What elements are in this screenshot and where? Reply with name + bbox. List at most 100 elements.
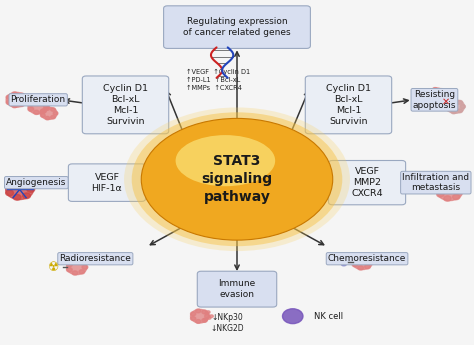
Circle shape (28, 99, 48, 114)
Circle shape (358, 266, 364, 270)
Circle shape (23, 180, 30, 186)
Circle shape (453, 183, 460, 188)
Circle shape (191, 317, 196, 321)
Circle shape (6, 183, 13, 189)
Circle shape (352, 257, 358, 262)
Circle shape (66, 263, 72, 267)
Circle shape (352, 263, 358, 267)
Text: Cyclin D1
Bcl-xL
Mcl-1
Survivin: Cyclin D1 Bcl-xL Mcl-1 Survivin (326, 84, 371, 126)
Circle shape (451, 110, 456, 114)
Circle shape (456, 188, 464, 194)
Circle shape (202, 310, 207, 314)
Circle shape (40, 109, 46, 113)
Circle shape (444, 196, 451, 201)
Circle shape (72, 271, 78, 275)
Circle shape (6, 92, 27, 107)
Ellipse shape (124, 107, 350, 251)
Circle shape (51, 116, 55, 119)
Circle shape (72, 259, 78, 264)
Circle shape (207, 316, 211, 319)
Circle shape (13, 195, 21, 200)
Circle shape (446, 107, 451, 111)
Text: Angiogenesis: Angiogenesis (6, 178, 66, 187)
Circle shape (352, 255, 373, 269)
Ellipse shape (132, 112, 342, 246)
Circle shape (446, 102, 451, 106)
Circle shape (210, 315, 213, 317)
Circle shape (365, 265, 370, 269)
Circle shape (82, 265, 88, 269)
Ellipse shape (141, 118, 333, 240)
Circle shape (202, 318, 207, 322)
Text: VEGF
HIF-1α: VEGF HIF-1α (91, 172, 122, 193)
Text: ✕: ✕ (442, 97, 450, 107)
Circle shape (40, 107, 57, 119)
Circle shape (6, 190, 13, 196)
Circle shape (66, 260, 87, 275)
Text: VEGF
MMP2
CXCR4: VEGF MMP2 CXCR4 (351, 167, 383, 198)
Circle shape (12, 92, 18, 96)
Circle shape (34, 99, 39, 103)
Circle shape (191, 309, 209, 323)
Text: Immune
evasion: Immune evasion (219, 279, 255, 299)
Text: Chemoresistance: Chemoresistance (328, 254, 406, 263)
Circle shape (45, 116, 50, 120)
Circle shape (365, 255, 370, 259)
Circle shape (343, 257, 349, 261)
Circle shape (437, 181, 463, 200)
Circle shape (23, 193, 30, 199)
Ellipse shape (175, 135, 275, 186)
Text: Resisting
apoptosis: Resisting apoptosis (413, 90, 456, 109)
Circle shape (28, 107, 34, 111)
Circle shape (439, 97, 444, 101)
Circle shape (44, 105, 49, 109)
Circle shape (18, 102, 24, 107)
Text: ☢: ☢ (48, 261, 59, 274)
Text: ↑VEGF  ↑Cyclin D1
↑PD-L1  ↑Bcl-xL
↑MMPs  ↑CXCR4: ↑VEGF ↑Cyclin D1 ↑PD-L1 ↑Bcl-xL ↑MMPs ↑C… (186, 68, 250, 91)
Circle shape (40, 100, 46, 104)
Circle shape (444, 181, 451, 186)
Circle shape (451, 99, 456, 103)
FancyBboxPatch shape (305, 76, 392, 134)
Circle shape (40, 109, 45, 113)
Circle shape (27, 187, 35, 192)
Circle shape (191, 312, 196, 316)
Circle shape (428, 95, 433, 99)
Circle shape (51, 108, 55, 111)
Text: Cyclin D1
Bcl-xL
Mcl-1
Survivin: Cyclin D1 Bcl-xL Mcl-1 Survivin (103, 84, 148, 126)
Circle shape (28, 102, 34, 106)
Text: Infiltration and
metastasis: Infiltration and metastasis (402, 173, 469, 193)
Circle shape (283, 309, 303, 324)
Circle shape (453, 194, 460, 200)
Circle shape (79, 270, 85, 274)
Circle shape (457, 100, 463, 104)
Circle shape (6, 100, 12, 105)
Circle shape (432, 98, 438, 102)
Circle shape (446, 100, 465, 113)
FancyBboxPatch shape (68, 164, 146, 201)
FancyBboxPatch shape (197, 271, 277, 307)
Circle shape (428, 90, 433, 94)
FancyBboxPatch shape (164, 6, 310, 48)
Circle shape (205, 314, 210, 318)
Circle shape (358, 254, 364, 258)
FancyBboxPatch shape (328, 160, 406, 205)
Circle shape (428, 88, 446, 101)
Circle shape (439, 89, 444, 92)
FancyBboxPatch shape (82, 76, 169, 134)
Circle shape (13, 179, 21, 184)
Circle shape (34, 110, 39, 115)
Circle shape (79, 260, 85, 265)
Circle shape (442, 93, 447, 97)
Text: Regulating expression
of cancer related genes: Regulating expression of cancer related … (183, 17, 291, 37)
Circle shape (460, 105, 465, 108)
Circle shape (40, 114, 45, 117)
Circle shape (66, 268, 72, 272)
Circle shape (437, 185, 444, 190)
Circle shape (457, 109, 463, 113)
Circle shape (53, 112, 58, 115)
Text: Proliferation: Proliferation (10, 95, 66, 104)
Circle shape (22, 98, 27, 102)
Circle shape (6, 95, 12, 99)
Circle shape (12, 104, 18, 108)
